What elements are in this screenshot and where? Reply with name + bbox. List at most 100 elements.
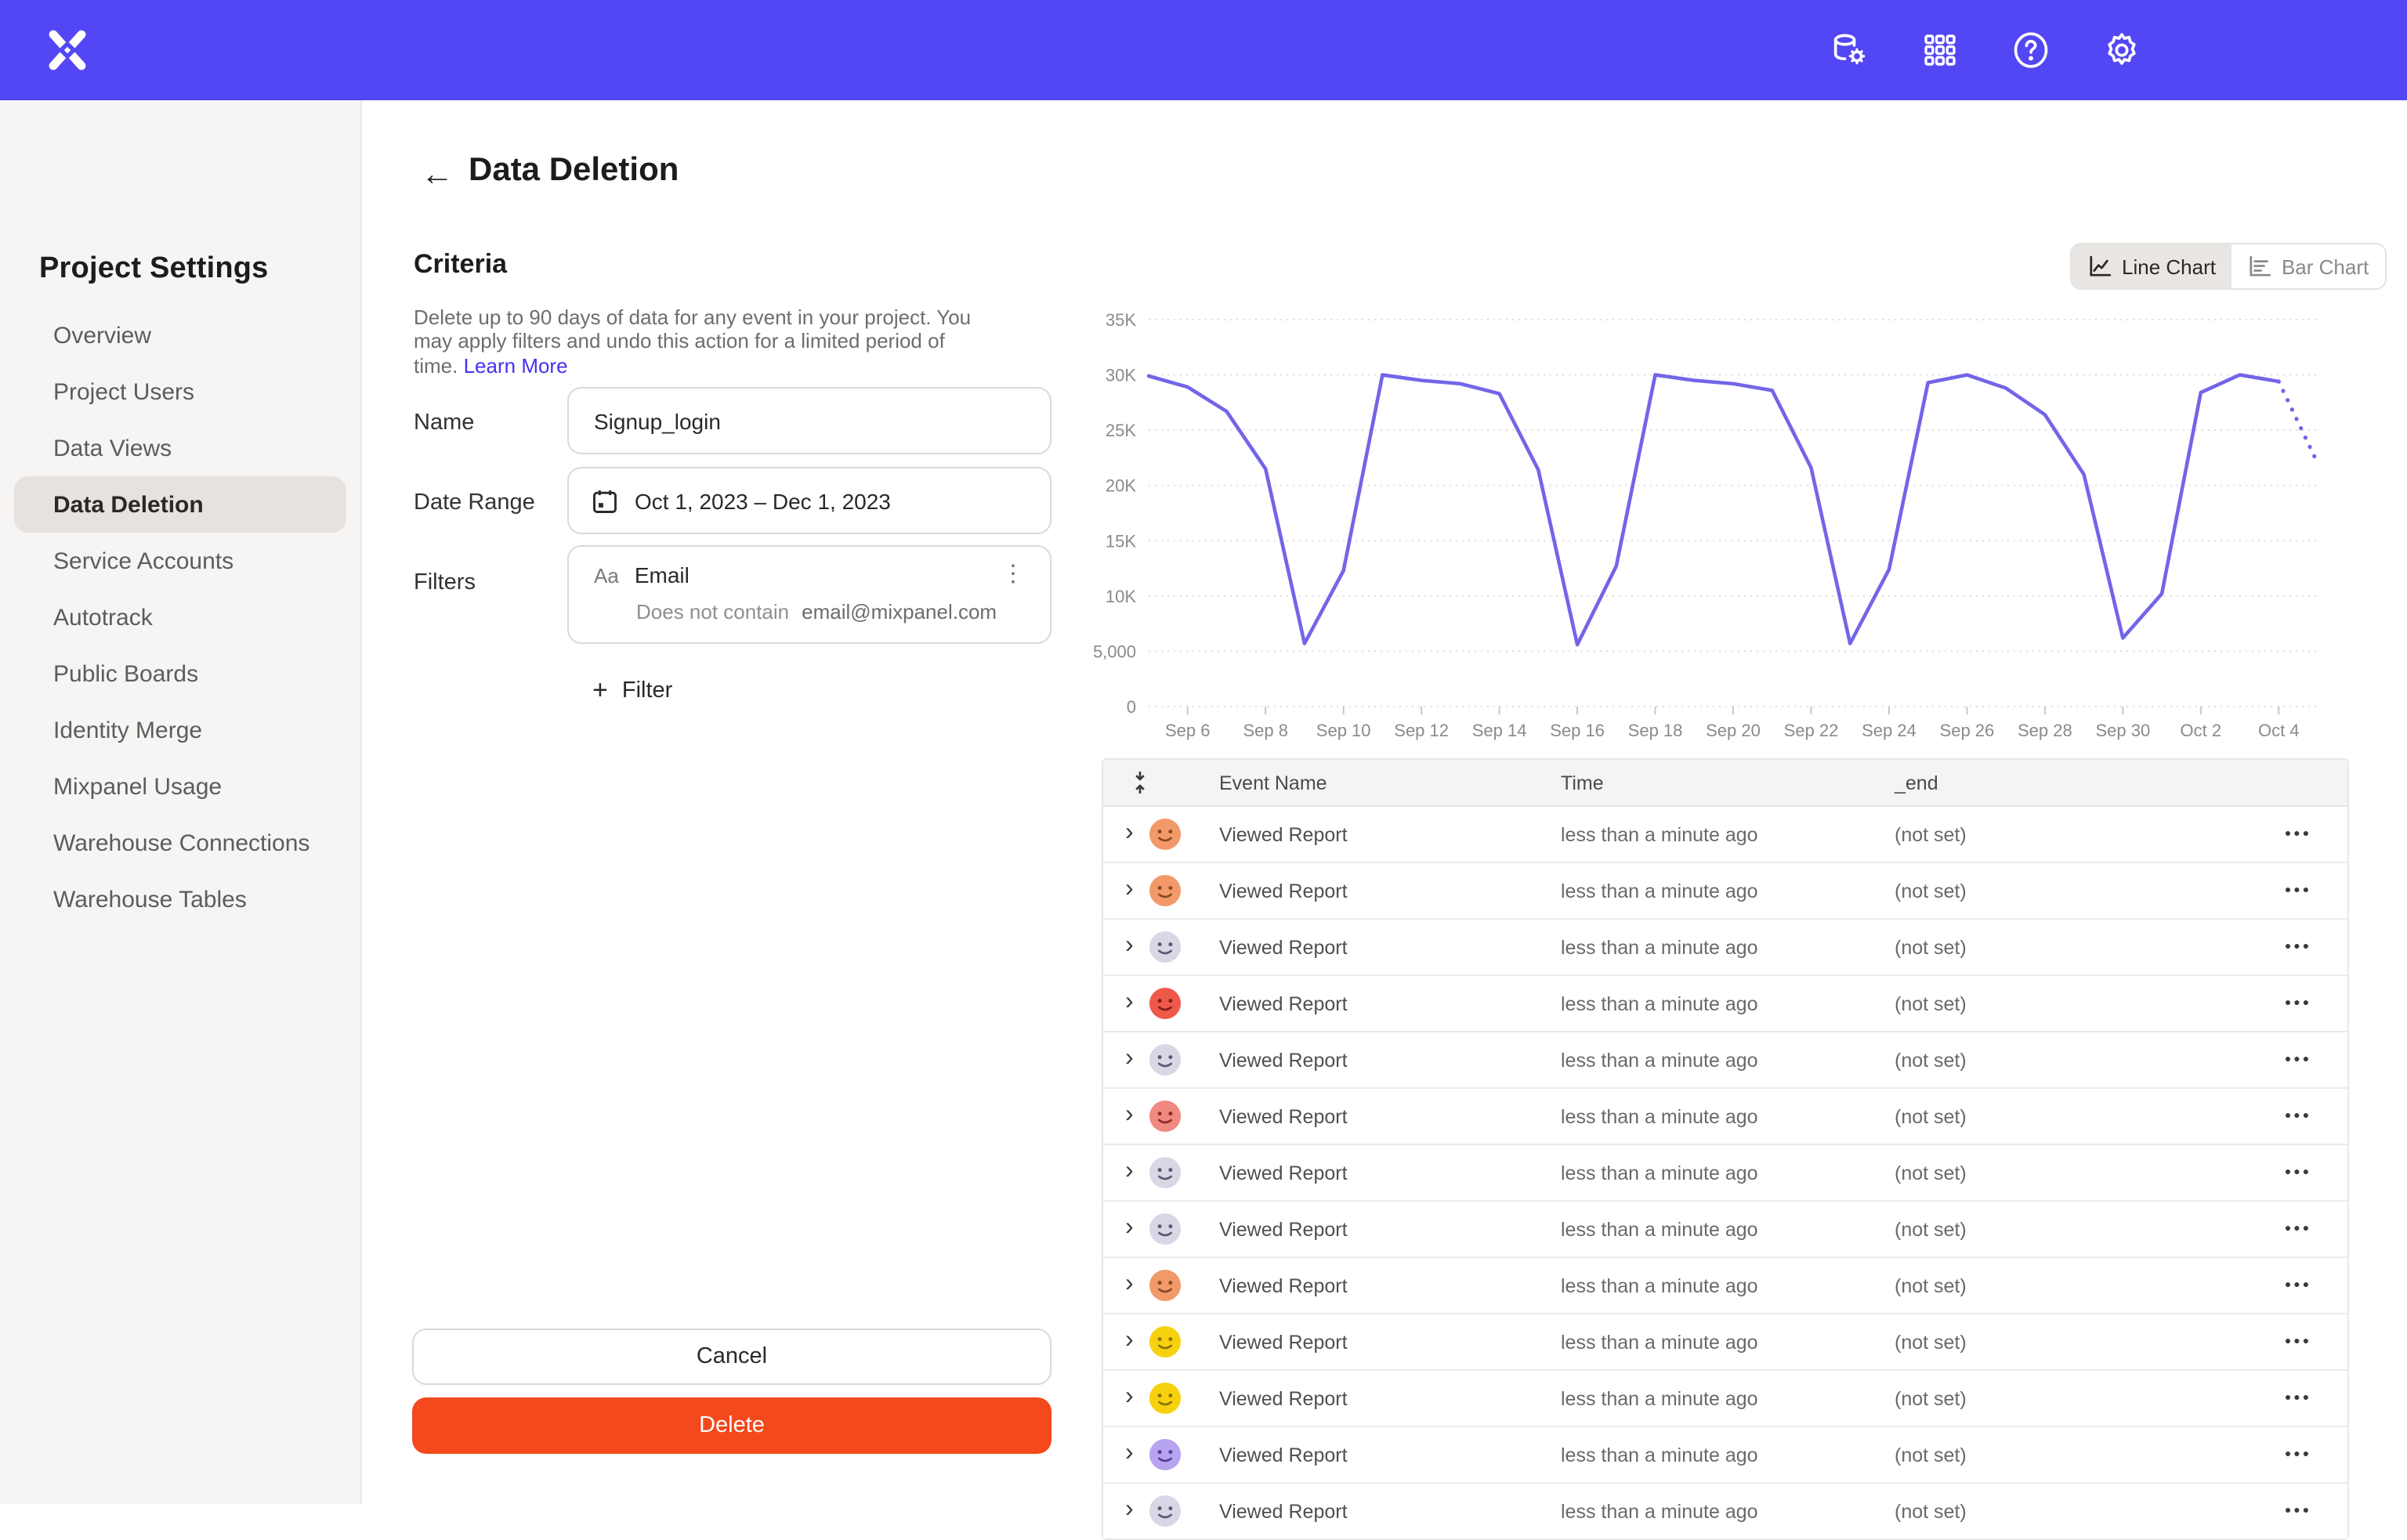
add-filter-button[interactable]: + Filter — [592, 675, 672, 707]
criteria-heading: Criteria — [414, 249, 508, 279]
table-row[interactable]: › Viewed Report less than a minute ago (not… — [1103, 807, 2347, 862]
row-more-button[interactable]: ●●● — [2284, 998, 2312, 1009]
table-row[interactable]: › Viewed Report less than a minute ago (not… — [1103, 918, 2347, 974]
row-more-button[interactable]: ●●● — [2284, 1280, 2312, 1291]
table-header: Event Name Time _end — [1103, 760, 2347, 807]
sidebar-item-data-deletion[interactable]: Data Deletion — [14, 476, 346, 533]
add-filter-label: Filter — [621, 678, 673, 703]
bar-chart-toggle[interactable]: Bar Chart — [2231, 244, 2385, 288]
row-event-name: Viewed Report — [1219, 1105, 1348, 1127]
column-header-end[interactable]: _end — [1895, 772, 1938, 793]
sidebar-item-identity-merge[interactable]: Identity Merge — [53, 717, 203, 743]
table-row[interactable]: › Viewed Report less than a minute ago (not… — [1103, 1087, 2347, 1144]
row-more-button[interactable]: ●●● — [2284, 885, 2312, 896]
sidebar-item-warehouse-tables[interactable]: Warehouse Tables — [53, 886, 247, 913]
date-range-input[interactable]: Oct 1, 2023 – Dec 1, 2023 — [567, 467, 1051, 534]
row-event-name: Viewed Report — [1219, 936, 1348, 958]
row-expand-chevron-icon[interactable]: › — [1125, 875, 1134, 902]
row-more-button[interactable]: ●●● — [2284, 1111, 2312, 1122]
row-more-button[interactable]: ●●● — [2284, 1336, 2312, 1347]
row-expand-chevron-icon[interactable]: › — [1125, 1101, 1134, 1127]
sidebar-item-autotrack[interactable]: Autotrack — [53, 604, 153, 631]
row-time: less than a minute ago — [1561, 992, 1758, 1014]
row-expand-chevron-icon[interactable]: › — [1125, 1044, 1134, 1071]
table-row[interactable]: › Viewed Report less than a minute ago (not… — [1103, 862, 2347, 918]
row-expand-chevron-icon[interactable]: › — [1125, 931, 1134, 958]
help-icon[interactable] — [2009, 28, 2053, 72]
x-tick-label: Sep 24 — [1862, 721, 1917, 740]
row-expand-chevron-icon[interactable]: › — [1125, 1213, 1134, 1240]
filter-value[interactable]: email@mixpanel.com — [802, 600, 997, 624]
row-more-button[interactable]: ●●● — [2284, 1167, 2312, 1178]
row-expand-chevron-icon[interactable]: › — [1125, 1326, 1134, 1353]
delete-button[interactable]: Delete — [412, 1397, 1051, 1454]
table-row[interactable]: › Viewed Report less than a minute ago (not… — [1103, 1200, 2347, 1256]
table-row[interactable]: › Viewed Report less than a minute ago (not… — [1103, 1313, 2347, 1369]
filter-row-condition: Does not contain email@mixpanel.com — [594, 600, 1031, 624]
row-more-button[interactable]: ●●● — [2284, 1054, 2312, 1065]
row-end-value: (not set) — [1895, 1162, 1967, 1184]
row-expand-chevron-icon[interactable]: › — [1125, 1157, 1134, 1184]
table-row[interactable]: › Viewed Report less than a minute ago (not… — [1103, 1369, 2347, 1426]
table-row[interactable]: › Viewed Report less than a minute ago (not… — [1103, 1256, 2347, 1313]
filter-operator[interactable]: Does not contain — [636, 600, 790, 624]
table-row[interactable]: › Viewed Report less than a minute ago (not… — [1103, 974, 2347, 1031]
row-end-value: (not set) — [1895, 823, 1967, 845]
row-event-name: Viewed Report — [1219, 1387, 1348, 1409]
data-management-icon[interactable] — [1827, 28, 1871, 72]
sidebar-title: Project Settings — [39, 252, 269, 285]
y-tick-label: 15K — [1106, 531, 1136, 551]
row-more-button[interactable]: ●●● — [2284, 1224, 2312, 1235]
row-more-button[interactable]: ●●● — [2284, 1393, 2312, 1404]
string-type-icon: Aa — [594, 563, 619, 587]
row-time: less than a minute ago — [1561, 1331, 1758, 1353]
user-avatar — [1149, 1156, 1182, 1189]
sidebar-item-public-boards[interactable]: Public Boards — [53, 660, 199, 687]
back-arrow-button[interactable]: ← — [421, 157, 454, 193]
row-end-value: (not set) — [1895, 992, 1967, 1014]
line-chart-toggle[interactable]: Line Chart — [2072, 244, 2231, 288]
table-row[interactable]: › Viewed Report less than a minute ago (not… — [1103, 1031, 2347, 1087]
filter-card[interactable]: Aa Email ⋮ Does not contain email@mixpane… — [567, 545, 1051, 644]
sidebar-item-data-views[interactable]: Data Views — [53, 435, 172, 461]
row-expand-chevron-icon[interactable]: › — [1125, 1439, 1134, 1466]
table-row[interactable]: › Viewed Report less than a minute ago (not… — [1103, 1144, 2347, 1200]
date-range-value: Oct 1, 2023 – Dec 1, 2023 — [635, 488, 891, 513]
row-expand-chevron-icon[interactable]: › — [1125, 1270, 1134, 1296]
row-time: less than a minute ago — [1561, 880, 1758, 902]
apps-grid-icon[interactable] — [1918, 28, 1962, 72]
sidebar-item-project-users[interactable]: Project Users — [53, 378, 195, 405]
cancel-button[interactable]: Cancel — [412, 1329, 1051, 1385]
chart-type-toggle: Line Chart Bar Chart — [2070, 243, 2387, 290]
x-tick-label: Sep 30 — [2095, 721, 2150, 740]
x-tick-label: Sep 22 — [1784, 721, 1839, 740]
kebab-menu-icon[interactable]: ⋮ — [1001, 561, 1025, 587]
user-avatar — [1149, 1438, 1182, 1471]
row-more-button[interactable]: ●●● — [2284, 829, 2312, 840]
row-more-button[interactable]: ●●● — [2284, 1506, 2312, 1517]
sidebar-item-warehouse-connections[interactable]: Warehouse Connections — [53, 830, 310, 856]
column-header-time[interactable]: Time — [1561, 772, 1604, 793]
filters-label: Filters — [414, 570, 476, 595]
table-row[interactable]: › Viewed Report less than a minute ago (not… — [1103, 1482, 2347, 1538]
row-end-value: (not set) — [1895, 1500, 1967, 1522]
row-expand-chevron-icon[interactable]: › — [1125, 1495, 1134, 1522]
x-tick-label: Sep 18 — [1628, 721, 1683, 740]
table-row[interactable]: › Viewed Report less than a minute ago (not… — [1103, 1426, 2347, 1482]
row-end-value: (not set) — [1895, 1049, 1967, 1071]
mixpanel-logo-icon[interactable] — [42, 25, 92, 75]
name-input[interactable] — [567, 387, 1051, 454]
sort-rows-icon[interactable] — [1103, 771, 1219, 794]
row-expand-chevron-icon[interactable]: › — [1125, 1383, 1134, 1409]
sidebar-item-mixpanel-usage[interactable]: Mixpanel Usage — [53, 773, 223, 800]
learn-more-link[interactable]: Learn More — [463, 353, 568, 378]
row-expand-chevron-icon[interactable]: › — [1125, 988, 1134, 1014]
row-expand-chevron-icon[interactable]: › — [1125, 819, 1134, 845]
settings-gear-icon[interactable] — [2100, 28, 2144, 72]
sidebar-item-overview[interactable]: Overview — [53, 322, 152, 349]
column-header-event-name[interactable]: Event Name — [1219, 772, 1327, 793]
row-more-button[interactable]: ●●● — [2284, 1449, 2312, 1460]
row-time: less than a minute ago — [1561, 1387, 1758, 1409]
sidebar-item-service-accounts[interactable]: Service Accounts — [53, 548, 234, 574]
row-more-button[interactable]: ●●● — [2284, 942, 2312, 953]
